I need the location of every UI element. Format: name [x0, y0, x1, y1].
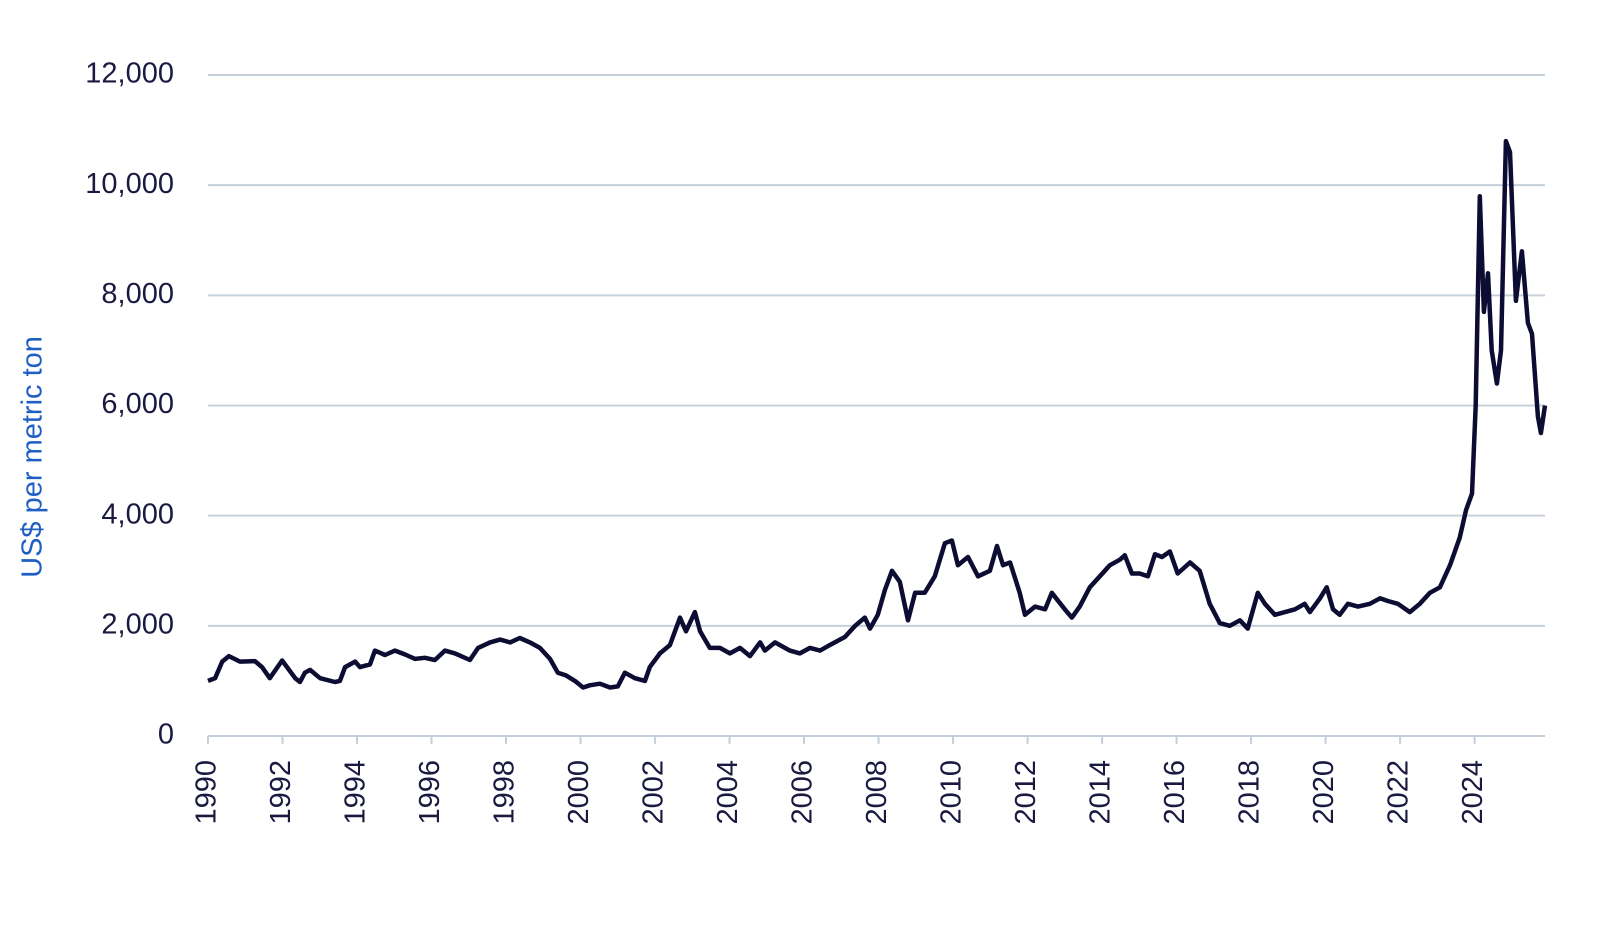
data-line [207, 138, 1548, 690]
x-tick-label: 1992 [265, 760, 297, 825]
y-tick-label: 10,000 [85, 168, 174, 200]
x-tick-label: 2010 [936, 760, 968, 825]
x-tick-label: 1994 [340, 760, 372, 825]
x-tick-label: 2022 [1383, 760, 1415, 825]
y-tick-label: 0 [158, 719, 174, 751]
x-tick-label: 2016 [1159, 760, 1191, 825]
x-tick-label: 2004 [712, 760, 744, 825]
x-tick-label: 2008 [861, 760, 893, 825]
y-axis-label: US$ per metric ton [17, 336, 49, 578]
x-tick-label: 1998 [489, 760, 521, 825]
x-tick-label: 2002 [638, 760, 670, 825]
y-tick-label: 2,000 [101, 608, 174, 640]
x-tick-label: 1996 [414, 760, 446, 825]
x-tick-label: 1990 [191, 760, 223, 825]
x-tick-label: 2014 [1085, 760, 1117, 825]
x-tick-label: 2012 [1010, 760, 1042, 825]
y-tick-label: 4,000 [101, 498, 174, 530]
x-tick-label: 2000 [563, 760, 595, 825]
x-tick-label: 2020 [1308, 760, 1340, 825]
x-tick-label: 2024 [1457, 760, 1489, 825]
y-tick-label: 12,000 [85, 58, 174, 90]
x-tick-label: 2018 [1234, 760, 1266, 825]
y-tick-label: 8,000 [101, 278, 174, 310]
y-tick-label: 6,000 [101, 388, 174, 420]
x-tick-label: 2006 [787, 760, 819, 825]
